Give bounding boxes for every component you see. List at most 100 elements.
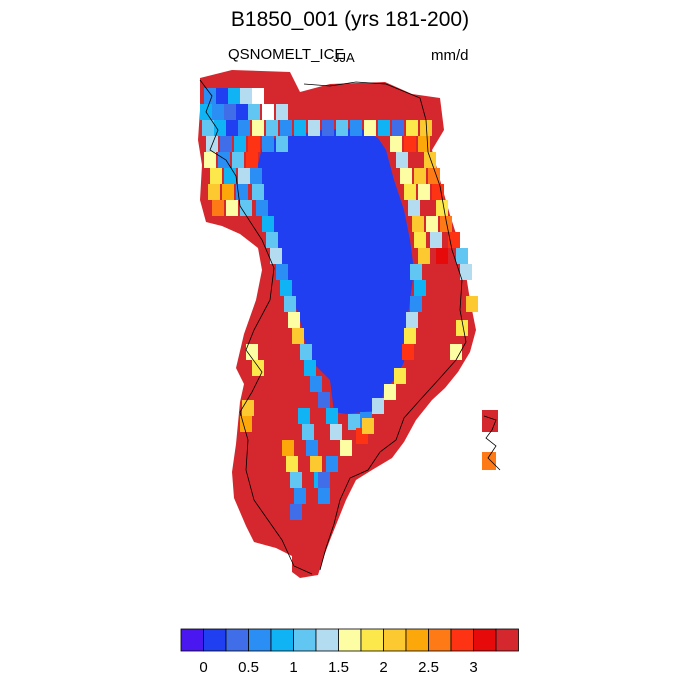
melt-cell bbox=[246, 152, 258, 168]
colorbar-tick-label: 0.5 bbox=[238, 659, 259, 676]
melt-cell bbox=[276, 136, 288, 152]
colorbar-box-1 bbox=[203, 628, 227, 652]
colorbar-box-4 bbox=[270, 628, 294, 652]
melt-cell bbox=[340, 440, 352, 456]
melt-cell bbox=[252, 88, 264, 104]
melt-cell bbox=[216, 88, 228, 104]
colorbar-tick-label: 2 bbox=[379, 659, 387, 676]
melt-cell bbox=[236, 104, 248, 120]
melt-cell bbox=[418, 184, 430, 200]
melt-cell bbox=[222, 184, 234, 200]
interior-zone bbox=[256, 128, 414, 414]
melt-cell bbox=[460, 264, 472, 280]
melt-cell bbox=[348, 414, 360, 430]
plot-title: B1850_001 (yrs 181-200) bbox=[230, 8, 470, 31]
melt-cell bbox=[390, 136, 402, 152]
melt-cell bbox=[262, 136, 274, 152]
melt-cell bbox=[414, 280, 426, 296]
melt-cell bbox=[224, 168, 236, 184]
units-label: mm/d bbox=[431, 47, 469, 64]
melt-cell bbox=[238, 120, 250, 136]
melt-cell bbox=[294, 488, 306, 504]
melt-cell bbox=[428, 168, 440, 184]
colorbar-tick-label: 3 bbox=[469, 659, 477, 676]
melt-cell bbox=[402, 344, 414, 360]
melt-cell bbox=[408, 200, 420, 216]
colorbar-box-0 bbox=[180, 628, 204, 652]
melt-cell bbox=[276, 264, 288, 280]
colorbar-box-7 bbox=[338, 628, 362, 652]
melt-cell bbox=[326, 456, 338, 472]
melt-cell bbox=[246, 344, 258, 360]
melt-cell bbox=[372, 398, 384, 414]
melt-cell bbox=[252, 120, 264, 136]
melt-cell bbox=[248, 104, 260, 120]
melt-cell bbox=[456, 320, 468, 336]
melt-cell bbox=[426, 216, 438, 232]
melt-cell bbox=[218, 152, 230, 168]
melt-cell bbox=[282, 440, 294, 456]
melt-cell bbox=[304, 360, 316, 376]
melt-cell bbox=[308, 120, 320, 136]
melt-cell bbox=[208, 184, 220, 200]
colorbar-box-9 bbox=[383, 628, 407, 652]
melt-cell bbox=[290, 504, 302, 520]
melt-cell bbox=[430, 232, 442, 248]
melt-cell bbox=[406, 312, 418, 328]
melt-cell bbox=[220, 136, 232, 152]
melt-cell bbox=[256, 200, 268, 216]
melt-cell bbox=[310, 376, 322, 392]
colorbar-labels: 0 0.5 1 1.5 2 2.5 3 bbox=[199, 659, 477, 676]
melt-cell bbox=[412, 216, 424, 232]
melt-cell bbox=[322, 120, 334, 136]
melt-cell bbox=[318, 392, 330, 408]
melt-cell bbox=[302, 424, 314, 440]
melt-cell bbox=[336, 120, 348, 136]
melt-cell bbox=[228, 88, 240, 104]
melt-cell bbox=[330, 424, 342, 440]
variable-label: QSNOMELT_ICE bbox=[228, 46, 345, 63]
melt-cell bbox=[406, 120, 418, 136]
colorbar-box-5 bbox=[293, 628, 317, 652]
melt-cell bbox=[284, 296, 296, 312]
melt-cell bbox=[410, 152, 422, 168]
melt-cell bbox=[290, 472, 302, 488]
colorbar-tick-label: 1 bbox=[289, 659, 297, 676]
melt-cell bbox=[318, 488, 330, 504]
melt-cell bbox=[280, 280, 292, 296]
melt-cell bbox=[250, 168, 262, 184]
melt-cell bbox=[414, 168, 426, 184]
melt-cell bbox=[400, 168, 412, 184]
melt-cell bbox=[248, 136, 260, 152]
melt-cell bbox=[318, 472, 330, 488]
melt-cell bbox=[436, 248, 448, 264]
melt-cell bbox=[450, 344, 462, 360]
melt-cell bbox=[212, 104, 224, 120]
coastline-east bbox=[303, 81, 467, 571]
melt-cell bbox=[294, 120, 306, 136]
colorbar-box-14 bbox=[495, 628, 519, 652]
melt-cell bbox=[240, 416, 252, 432]
colorbar-tick-label: 1.5 bbox=[328, 659, 349, 676]
melt-cell bbox=[276, 104, 288, 120]
colorbar-box-10 bbox=[405, 628, 429, 652]
melt-cell bbox=[410, 296, 422, 312]
melt-cell bbox=[252, 184, 264, 200]
melt-cell bbox=[212, 200, 224, 216]
melt-cell bbox=[394, 368, 406, 384]
melt-cell bbox=[396, 152, 408, 168]
melt-cell bbox=[414, 232, 426, 248]
melt-cell bbox=[404, 328, 416, 344]
melt-cell bbox=[232, 152, 244, 168]
melt-cell bbox=[202, 120, 214, 136]
melt-cell bbox=[266, 232, 278, 248]
melt-cell bbox=[404, 136, 416, 152]
melt-cell bbox=[456, 248, 468, 264]
melt-cell bbox=[262, 104, 274, 120]
melt-cell bbox=[384, 384, 396, 400]
melt-cell bbox=[240, 88, 252, 104]
colorbar-tick-label: 0 bbox=[199, 659, 207, 676]
melt-cell bbox=[204, 152, 216, 168]
melt-cell bbox=[410, 264, 422, 280]
